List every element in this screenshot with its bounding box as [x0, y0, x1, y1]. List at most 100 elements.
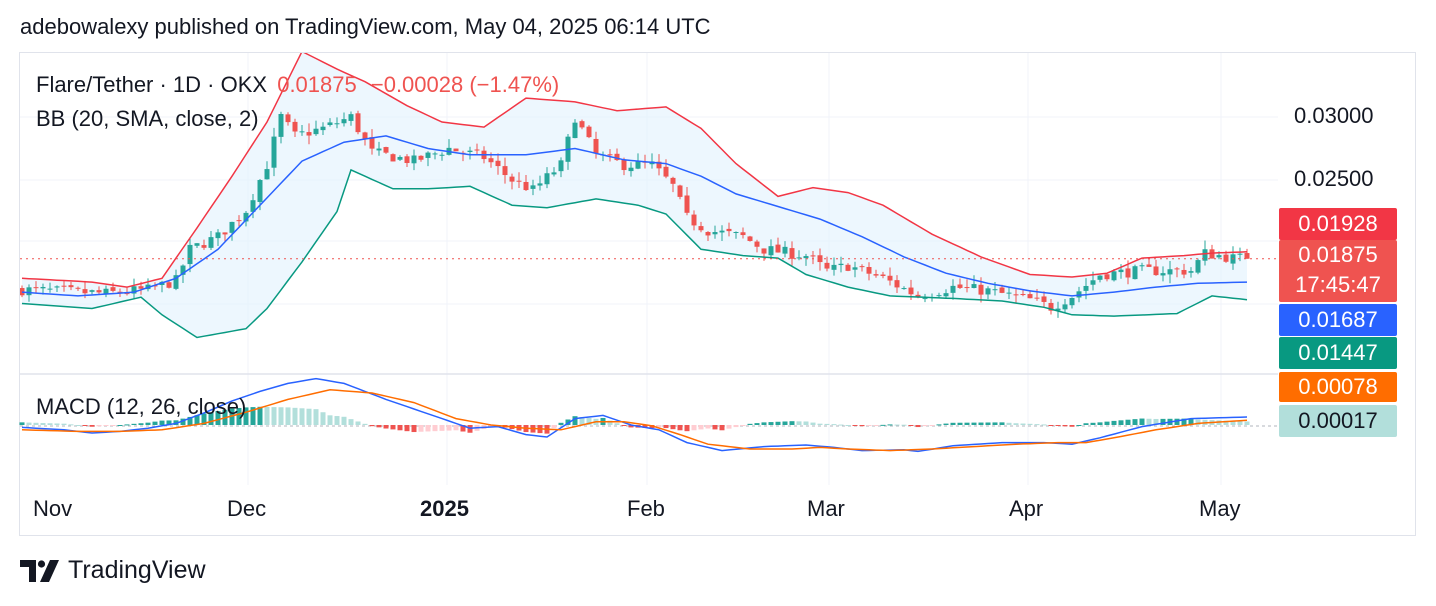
macd-hist-bar	[131, 423, 137, 425]
macd-hist-bar	[1139, 418, 1145, 425]
macd-hist-bar	[1034, 424, 1040, 426]
macd-hist-bar	[1048, 425, 1054, 426]
candle-body	[292, 121, 298, 132]
macd-hist-bar	[152, 421, 158, 425]
macd-hist-bar	[376, 425, 382, 428]
candle-body	[1146, 264, 1152, 267]
macd-legend[interactable]: MACD (12, 26, close)	[36, 394, 247, 419]
macd-hist-bar	[397, 425, 403, 431]
candle-body	[236, 220, 242, 222]
candle-body	[1237, 253, 1243, 255]
macd-hist-bar	[313, 409, 319, 425]
candle-body	[131, 286, 137, 294]
candle-body	[1104, 274, 1110, 280]
candle-body	[243, 212, 249, 222]
macd-hist-bar	[551, 425, 557, 429]
candle-body	[978, 284, 984, 295]
macd-hist-bar	[278, 407, 284, 425]
candle-body	[82, 289, 88, 294]
macd-hist-bar	[166, 420, 172, 425]
candle-body	[1055, 308, 1061, 311]
candle-body	[537, 183, 543, 186]
candle-body	[1048, 302, 1054, 311]
candle-body	[551, 172, 557, 175]
macd-hist-bar	[565, 419, 571, 425]
candle-body	[271, 136, 277, 168]
candle-body	[572, 122, 578, 139]
candle-body	[418, 155, 424, 160]
macd-hist-bar	[852, 425, 858, 426]
macd-hist-bar	[180, 418, 186, 425]
candle-body	[1006, 292, 1012, 294]
candle-body	[698, 226, 704, 231]
candle-body	[964, 287, 970, 289]
candle-body	[40, 286, 46, 289]
macd-hist-bar	[68, 424, 74, 426]
macd-hist-bar	[439, 425, 445, 431]
candle-body	[999, 287, 1005, 293]
candle-body	[313, 128, 319, 135]
macd-hist-bar	[761, 422, 767, 425]
macd-hist-bar	[1069, 425, 1075, 427]
macd-hist-bar	[103, 425, 109, 426]
candle-body	[250, 200, 256, 212]
macd-hist-bar	[684, 425, 690, 432]
macd-hist-bar	[460, 425, 466, 432]
macd-hist-bar	[26, 422, 32, 425]
candle-body	[187, 244, 193, 265]
macd-hist-bar	[733, 425, 739, 428]
candle-body	[1153, 266, 1159, 276]
candle-body	[222, 232, 228, 235]
candle-body	[327, 122, 333, 126]
candle-body	[992, 289, 998, 291]
candle-body	[607, 154, 613, 156]
macd-hist-bar	[334, 416, 340, 425]
candle-body	[971, 284, 977, 288]
candle-body	[1195, 260, 1201, 273]
macd-hist-bar	[19, 422, 25, 425]
macd-hist-bar	[341, 416, 347, 425]
candle-body	[488, 158, 494, 163]
macd-hist-bar	[1083, 423, 1089, 425]
candle-body	[824, 262, 830, 269]
date-tick-feb: Feb	[627, 496, 665, 521]
candle-body	[1069, 297, 1075, 306]
bb-legend[interactable]: BB (20, SMA, close, 2)	[36, 106, 259, 131]
macd-hist-bar	[117, 425, 123, 426]
macd-hist-bar	[33, 422, 39, 425]
macd-hist-bar	[425, 425, 431, 432]
macd-hist-bar	[999, 422, 1005, 425]
candle-body	[684, 195, 690, 213]
macd-hist-bar	[558, 422, 564, 425]
macd-hist-bar	[957, 422, 963, 425]
candle-body	[194, 243, 200, 246]
candle-body	[1167, 269, 1173, 275]
macd-hist-bar	[698, 425, 704, 430]
macd-hist-bar	[1125, 419, 1131, 425]
candle-body	[1125, 268, 1131, 278]
candle-body	[775, 244, 781, 253]
macd-hist-bar	[355, 421, 361, 425]
macd-hist-bar	[614, 423, 620, 425]
candle-body	[355, 113, 361, 133]
candle-body	[908, 287, 914, 295]
bb-lower-tag: 0.01447	[1279, 337, 1397, 369]
macd-hist-bar	[1090, 422, 1096, 425]
macd-hist-bar	[432, 425, 438, 432]
macd-hist-bar	[1055, 425, 1061, 426]
footer-brand[interactable]: TradingView	[20, 556, 206, 585]
macd-hist-bar	[89, 425, 95, 427]
macd-hist-bar	[796, 421, 802, 425]
candle-body	[425, 152, 431, 158]
macd-hist-bar	[47, 423, 53, 425]
macd-hist-bar	[1118, 420, 1124, 425]
macd-hist-bar	[362, 423, 368, 425]
macd-hist-bar	[621, 425, 627, 426]
candle-body	[936, 295, 942, 297]
macd-hist-bar	[110, 425, 116, 426]
candle-body	[1132, 266, 1138, 280]
candle-body	[432, 153, 438, 155]
candle-body	[789, 248, 795, 259]
tradingview-logo-icon	[20, 559, 59, 582]
